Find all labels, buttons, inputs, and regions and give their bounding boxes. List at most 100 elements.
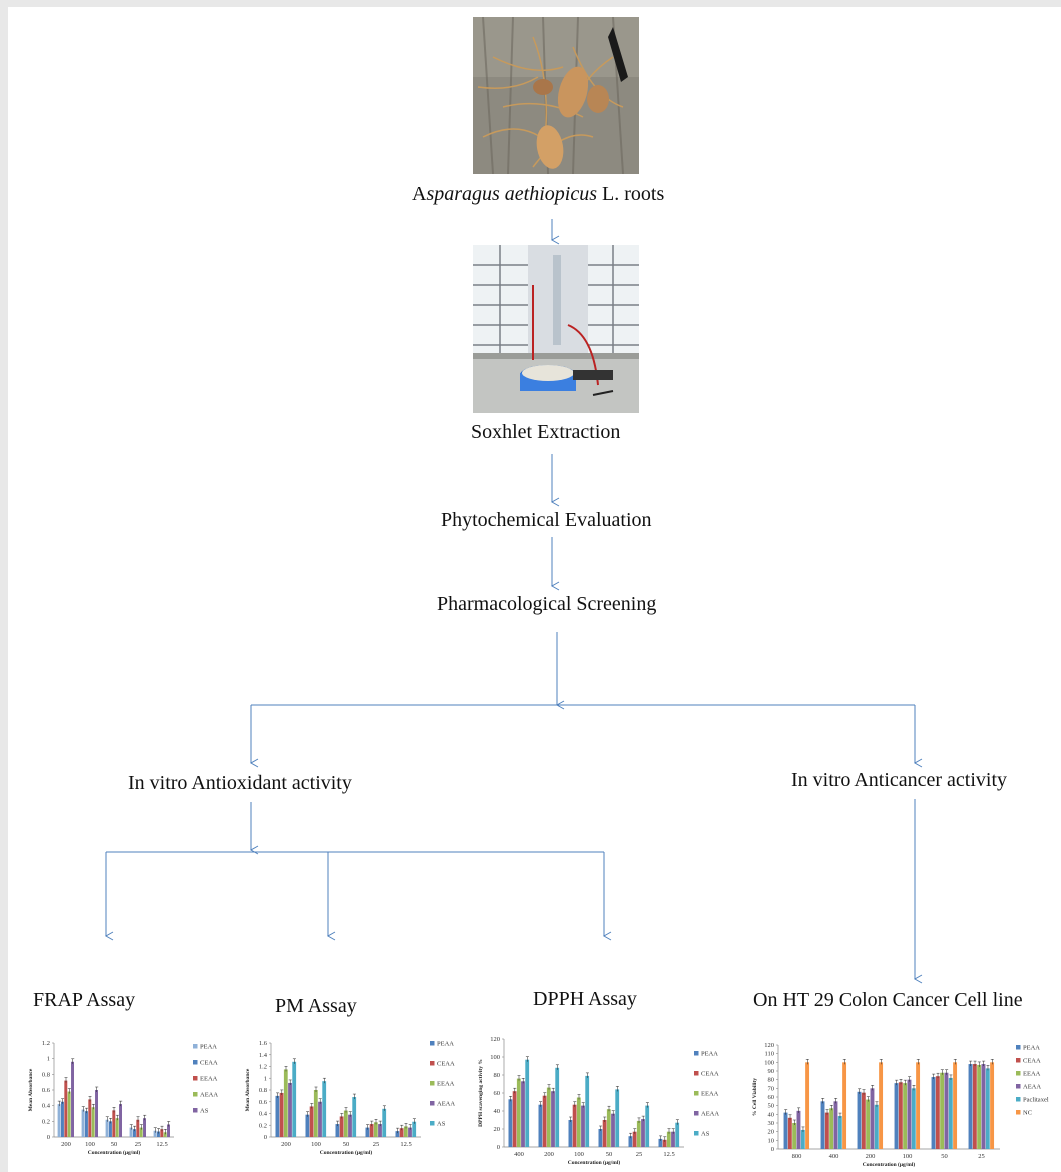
pm-label: PM Assay xyxy=(275,995,357,1017)
bar-as-200 xyxy=(71,1061,74,1137)
bar-peaa-12.5 xyxy=(658,1138,663,1147)
legend-swatch-peaa xyxy=(1016,1045,1021,1050)
bar-aeaa-800 xyxy=(796,1110,801,1149)
bar-eeaa-100 xyxy=(88,1099,92,1137)
y-tick-label: 120 xyxy=(764,1042,774,1049)
bar-as-25 xyxy=(143,1118,146,1137)
y-tick-label: 40 xyxy=(494,1108,501,1115)
bar-peaa-100 xyxy=(81,1109,85,1137)
bar-paclitaxel-800 xyxy=(800,1129,805,1149)
bar-eeaa-200 xyxy=(64,1080,68,1137)
antioxidant-label: In vitro Antioxidant activity xyxy=(128,772,352,794)
legend-label-aeaa: AEAA xyxy=(200,1092,218,1099)
flow-connectors xyxy=(104,219,923,984)
x-tick-label: 400 xyxy=(514,1151,524,1158)
legend-swatch-peaa xyxy=(193,1044,198,1049)
bar-aeaa-25 xyxy=(641,1119,645,1147)
bar-aeaa-25 xyxy=(378,1124,382,1137)
y-tick-label: 0.8 xyxy=(42,1071,50,1078)
legend-label-paclitaxel: Paclitaxel xyxy=(1023,1097,1049,1104)
y-tick-label: 80 xyxy=(494,1072,501,1079)
bar-ceaa-25 xyxy=(369,1124,374,1137)
bar-ceaa-25 xyxy=(132,1129,136,1137)
legend-swatch-eeaa xyxy=(193,1076,198,1081)
y-axis-title: Mean Absorbance xyxy=(28,1068,34,1111)
bar-aeaa-100 xyxy=(907,1079,912,1149)
legend-label-peaa: PEAA xyxy=(701,1051,718,1058)
bar-ceaa-50 xyxy=(108,1121,112,1137)
bar-aeaa-50 xyxy=(348,1114,352,1137)
bar-eeaa-50 xyxy=(112,1110,116,1137)
pm-chart: 0 0.2 0.4 0.6 0.8 1 1.2 1.4 1.6 200 100 50 25 12.5 Con… xyxy=(245,1040,455,1156)
bar-paclitaxel-100 xyxy=(911,1088,916,1149)
bar-eeaa-25 xyxy=(373,1122,378,1137)
legend-label-ceaa: CEAA xyxy=(437,1061,455,1068)
bar-peaa-200 xyxy=(538,1104,543,1147)
bar-paclitaxel-400 xyxy=(837,1116,842,1149)
legend-swatch-paclitaxel xyxy=(1016,1097,1021,1102)
legend-label-aeaa: AEAA xyxy=(437,1101,455,1108)
bar-aeaa-200 xyxy=(288,1082,292,1137)
bar-aeaa-100 xyxy=(581,1105,585,1147)
legend-swatch-peaa xyxy=(430,1041,435,1046)
x-tick-label: 100 xyxy=(311,1141,321,1148)
bar-ceaa-50 xyxy=(935,1076,940,1149)
bar-ceaa-25 xyxy=(972,1064,977,1149)
bar-ceaa-100 xyxy=(309,1106,314,1137)
y-axis-title: % Cell Viability xyxy=(752,1078,758,1116)
bar-peaa-25 xyxy=(968,1064,973,1149)
bar-peaa-50 xyxy=(598,1129,603,1147)
frap-chart: 0 0.2 0.4 0.6 0.8 1 1.2 200 100 50 25 12.5 Concentra… xyxy=(28,1040,218,1156)
bar-as-100 xyxy=(322,1081,327,1137)
bar-peaa-12.5 xyxy=(395,1131,400,1137)
bar-nc-25 xyxy=(990,1062,995,1149)
y-tick-label: 0 xyxy=(497,1144,500,1151)
bar-ceaa-200 xyxy=(60,1101,64,1137)
y-axis-title: Mean Absorbance xyxy=(245,1068,251,1111)
bar-eeaa-12.5 xyxy=(666,1131,671,1147)
bar-nc-800 xyxy=(805,1062,810,1149)
legend-swatch-ceaa xyxy=(1016,1058,1021,1063)
bar-peaa-100 xyxy=(568,1120,573,1147)
y-tick-label: 110 xyxy=(764,1051,774,1058)
dpph-label: DPPH Assay xyxy=(533,988,637,1010)
x-tick-label: 50 xyxy=(606,1151,613,1158)
bar-ceaa-25 xyxy=(632,1131,637,1147)
y-tick-label: 0.2 xyxy=(42,1118,50,1125)
y-tick-label: 120 xyxy=(490,1036,500,1043)
pharma-label: Pharmacological Screening xyxy=(437,593,657,615)
legend-swatch-ceaa xyxy=(430,1061,435,1066)
legend-label-peaa: PEAA xyxy=(200,1044,217,1051)
bar-as-25 xyxy=(645,1105,650,1147)
legend-swatch-eeaa xyxy=(1016,1071,1021,1076)
legend-label-aeaa: AEAA xyxy=(1023,1084,1041,1091)
bar-nc-200 xyxy=(879,1062,884,1149)
y-tick-label: 100 xyxy=(764,1059,774,1066)
bar-peaa-50 xyxy=(931,1077,936,1149)
bar-peaa-100 xyxy=(894,1083,899,1149)
y-tick-label: 0 xyxy=(771,1146,774,1153)
y-tick-label: 40 xyxy=(768,1111,775,1118)
bar-peaa-800 xyxy=(783,1112,788,1149)
x-tick-label: 200 xyxy=(61,1141,71,1148)
bar-aeaa-100 xyxy=(91,1107,95,1137)
x-axis-title: Concentration (µg/ml) xyxy=(320,1149,373,1156)
x-tick-label: 12.5 xyxy=(400,1141,411,1148)
legend-label-peaa: PEAA xyxy=(437,1041,454,1048)
bar-ceaa-12.5 xyxy=(399,1128,404,1137)
bar-aeaa-200 xyxy=(551,1091,555,1147)
bar-paclitaxel-25 xyxy=(985,1068,990,1149)
bar-eeaa-200 xyxy=(283,1069,288,1137)
bar-as-12.5 xyxy=(675,1122,680,1147)
legend-label-eeaa: EEAA xyxy=(1023,1071,1041,1078)
soxhlet-image xyxy=(473,245,639,413)
legend-swatch-aeaa xyxy=(694,1111,699,1116)
dpph-chart: 0 20 40 60 80 100 120 400 200 100 50 25 12.5 Concentr… xyxy=(478,1036,719,1166)
bar-as-50 xyxy=(119,1104,122,1137)
y-tick-label: 0 xyxy=(47,1134,50,1141)
x-tick-label: 200 xyxy=(281,1141,291,1148)
bar-aeaa-400 xyxy=(833,1101,838,1149)
y-tick-label: 60 xyxy=(494,1090,501,1097)
bar-eeaa-100 xyxy=(903,1083,908,1149)
